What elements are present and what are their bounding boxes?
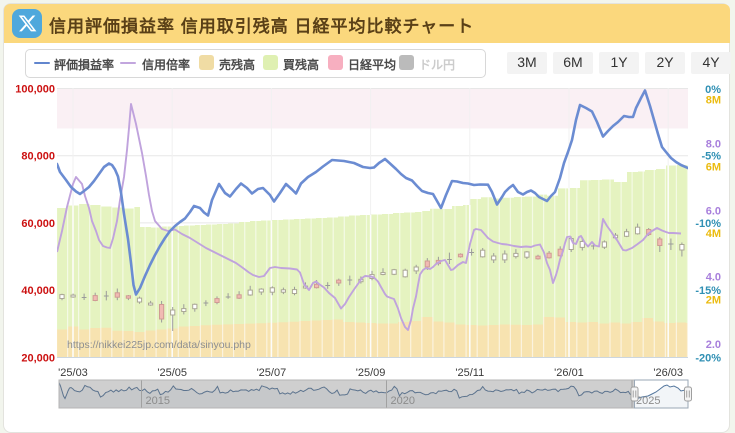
svg-text:6.0: 6.0 (706, 205, 721, 217)
svg-text:-5%: -5% (701, 151, 721, 163)
svg-text:-10%: -10% (695, 218, 721, 230)
svg-text:2025: 2025 (636, 395, 660, 407)
svg-text:8M: 8M (706, 94, 721, 106)
svg-text:'26/03: '26/03 (653, 367, 683, 379)
svg-text:-15%: -15% (695, 285, 721, 297)
svg-text:2015: 2015 (146, 395, 170, 407)
svg-text:4M: 4M (706, 228, 721, 240)
svg-text:0%: 0% (705, 84, 721, 96)
svg-text:8.0: 8.0 (706, 139, 721, 151)
svg-text:'25/07: '25/07 (257, 367, 287, 379)
svg-text:2.0: 2.0 (706, 339, 721, 351)
svg-text:4.0: 4.0 (706, 272, 721, 284)
svg-text:'26/01: '26/01 (554, 367, 584, 379)
svg-text:2020: 2020 (391, 395, 415, 407)
svg-text:'25/05: '25/05 (157, 367, 187, 379)
svg-text:https://nikkei225jp.com/data/s: https://nikkei225jp.com/data/sinyou.php (67, 339, 251, 351)
svg-text:20,000: 20,000 (21, 352, 55, 364)
svg-text:40,000: 40,000 (21, 285, 55, 297)
svg-text:80,000: 80,000 (21, 151, 55, 163)
svg-text:60,000: 60,000 (21, 218, 55, 230)
svg-text:100,000: 100,000 (15, 84, 55, 96)
svg-text:2M: 2M (706, 295, 721, 307)
svg-text:-20%: -20% (695, 352, 721, 364)
svg-text:'25/09: '25/09 (356, 367, 386, 379)
svg-text:6M: 6M (706, 162, 721, 174)
svg-text:'25/11: '25/11 (455, 367, 484, 379)
svg-text:'25/03: '25/03 (58, 367, 88, 379)
